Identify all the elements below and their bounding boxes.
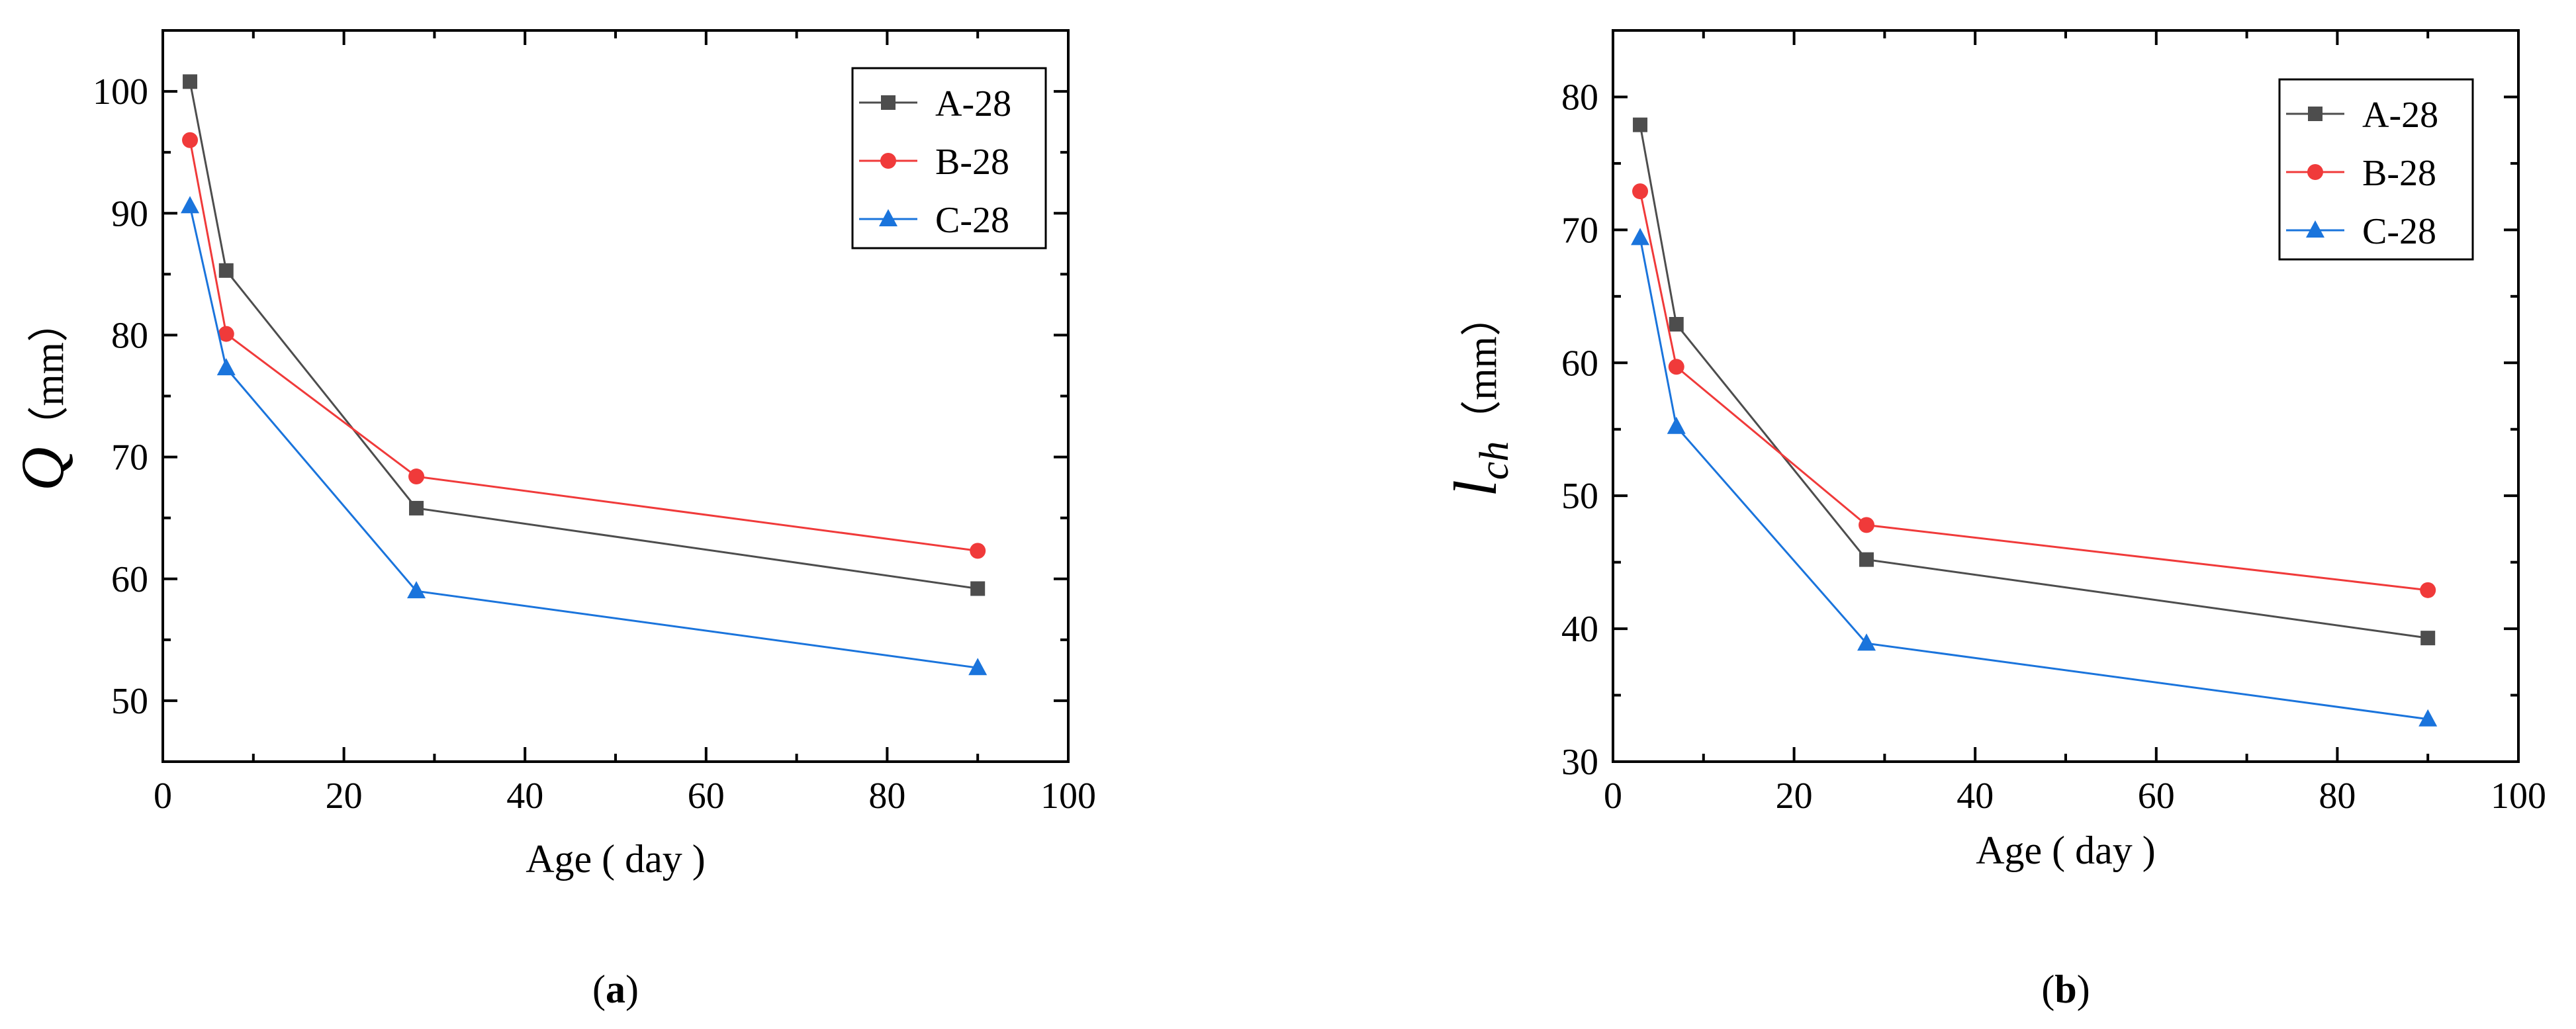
y-axis-symbol: l [1442, 480, 1509, 497]
data-point [2420, 631, 2436, 646]
series-line [1639, 124, 2428, 639]
data-point [1632, 183, 1649, 200]
legend-marker [879, 209, 897, 226]
panel-letter: b [2054, 967, 2076, 1011]
data-point [1631, 228, 1650, 246]
x-tick-label: 20 [1776, 776, 1813, 817]
y-tick-label: 40 [1561, 609, 1598, 650]
y-axis-label: lch（mm） [1442, 295, 1517, 497]
data-point [1633, 117, 1648, 132]
x-tick-label: 100 [1040, 776, 1096, 817]
data-point [1667, 416, 1686, 434]
panel-paren-close: ) [625, 967, 639, 1011]
x-tick-label: 80 [2319, 776, 2356, 817]
legend-label: A-28 [935, 83, 1011, 124]
series-A-28 [183, 74, 986, 596]
x-axis-label: Age ( day ) [526, 837, 706, 881]
series-B-28 [1632, 183, 2436, 598]
data-point [182, 132, 199, 148]
y-tick-label: 90 [111, 193, 148, 234]
data-point [1859, 517, 1875, 533]
series-C-28 [1631, 228, 2438, 727]
series-line [189, 81, 978, 590]
y-axis-symbol: Q [9, 447, 76, 491]
y-tick-label: 80 [1561, 77, 1598, 118]
legend-label: C-28 [2362, 211, 2436, 252]
y-tick-label: 100 [93, 71, 148, 112]
data-point [408, 469, 425, 485]
data-point [183, 74, 198, 89]
series-line [189, 140, 978, 552]
data-point [1859, 552, 1874, 567]
legend-marker [880, 153, 896, 169]
data-point [216, 358, 236, 376]
chart-panel-b: 0 20 40 60 80 100 30 40 50 60 70 80 Age ( day ) lch（m… [1442, 29, 2546, 1011]
chart-panel-a: 0 20 40 60 80 100 50 60 70 80 90 100 Age ( day ) Q（mm… [9, 29, 1096, 1011]
y-axis-label: Q（mm） [9, 301, 76, 491]
data-point [1857, 633, 1876, 651]
y-axis-unit: （mm） [1460, 295, 1505, 441]
y-axis-unit: （mm） [27, 301, 72, 447]
panel-label: (b) [2041, 967, 2090, 1011]
y-tick-label: 60 [1561, 343, 1598, 384]
x-tick-label: 100 [2491, 776, 2546, 817]
series-C-28 [181, 196, 988, 676]
x-tick-label: 0 [154, 776, 172, 817]
x-tick-label: 0 [1604, 776, 1622, 817]
series-line [1639, 238, 2428, 721]
legend-marker [2307, 164, 2323, 180]
x-tick-label: 60 [2138, 776, 2175, 817]
y-tick-label: 50 [111, 681, 148, 722]
data-point [970, 543, 986, 559]
y-tick-label: 60 [111, 559, 148, 600]
panel-paren-close: ) [2077, 967, 2090, 1011]
legend-marker [2308, 107, 2323, 121]
legend-label: C-28 [935, 200, 1009, 241]
legend-marker [2306, 220, 2324, 238]
data-point [1669, 317, 1684, 332]
series-line [1639, 191, 2428, 592]
series-B-28 [182, 132, 986, 559]
legend-marker [881, 95, 896, 110]
data-point [968, 658, 988, 676]
y-tick-label: 50 [1561, 476, 1598, 517]
x-tick-label: 60 [688, 776, 725, 817]
series-A-28 [1633, 117, 2436, 646]
data-point [218, 326, 234, 342]
panel-label: (a) [592, 967, 639, 1011]
data-point [2420, 582, 2436, 598]
y-tick-label: 30 [1561, 742, 1598, 783]
legend: A-28 B-28 C-28 [2278, 78, 2474, 261]
data-point [2418, 709, 2438, 727]
data-point [218, 263, 234, 278]
y-tick-label: 70 [1561, 210, 1598, 251]
legend: A-28 B-28 C-28 [851, 67, 1047, 249]
data-point [1668, 359, 1684, 375]
data-point [407, 581, 426, 599]
legend-label: B-28 [2362, 153, 2436, 194]
x-tick-label: 80 [868, 776, 905, 817]
legend-label: A-28 [2362, 95, 2438, 136]
panel-paren-open: ( [592, 967, 606, 1011]
series-line [189, 205, 978, 669]
x-tick-label: 20 [326, 776, 363, 817]
x-tick-label: 40 [1956, 776, 1994, 817]
panel-letter: a [606, 967, 625, 1011]
data-point [409, 500, 424, 515]
x-tick-label: 40 [506, 776, 543, 817]
y-axis-subscript: ch [1472, 441, 1517, 480]
data-point [970, 581, 986, 596]
panel-paren-open: ( [2041, 967, 2054, 1011]
data-point [181, 196, 200, 214]
y-tick-label: 70 [111, 437, 148, 478]
y-tick-label: 80 [111, 315, 148, 356]
legend-label: B-28 [935, 142, 1009, 183]
x-axis-label: Age ( day ) [1976, 828, 2156, 872]
